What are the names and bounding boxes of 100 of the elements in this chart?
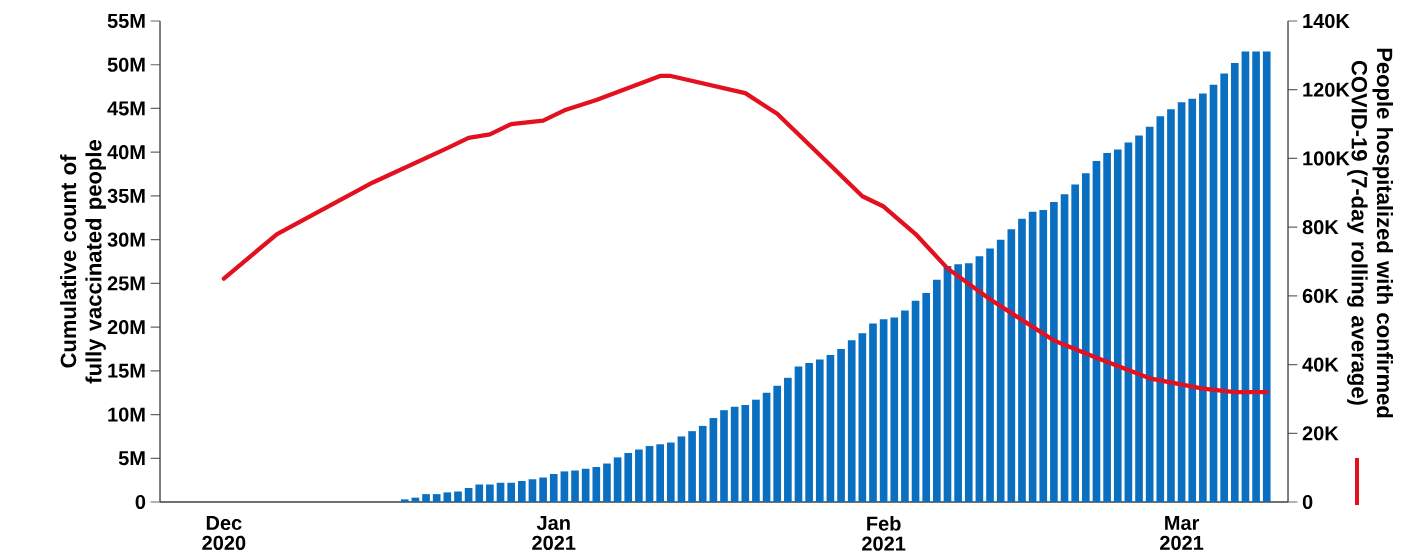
bar <box>507 482 516 502</box>
bar <box>422 494 430 502</box>
bar <box>1124 142 1133 502</box>
bar <box>592 467 601 502</box>
y-axis-title: Cumulative count of fully vaccinated people <box>60 140 106 384</box>
bar <box>784 377 792 502</box>
bar <box>560 471 569 502</box>
y2-tick-label: 60K <box>1302 288 1339 303</box>
bar <box>666 442 675 502</box>
bar <box>805 362 813 502</box>
x-tick-label: Feb 2021 <box>862 516 906 551</box>
bar <box>645 446 654 502</box>
bar <box>496 482 505 502</box>
bar <box>1060 194 1069 502</box>
bar <box>1103 153 1111 502</box>
bar <box>549 474 558 502</box>
bar <box>624 453 633 502</box>
y-tick-label: 45M <box>107 101 145 116</box>
bar <box>1113 149 1122 502</box>
bar <box>879 319 888 502</box>
y-tick-label: 30M <box>107 232 145 247</box>
bar <box>752 399 760 502</box>
y-tick-label: 55M <box>107 14 145 28</box>
bar <box>1230 62 1239 502</box>
y-tick-label: 50M <box>107 57 145 72</box>
bar <box>762 392 771 502</box>
y-tick-label: 25M <box>107 276 145 291</box>
bar <box>1028 211 1037 502</box>
bar <box>815 359 824 502</box>
bar <box>1050 202 1058 502</box>
bar <box>528 479 537 502</box>
bar <box>475 484 484 502</box>
bar <box>1188 98 1197 502</box>
bar <box>1199 93 1207 502</box>
y-tick-label: 5M <box>118 451 145 466</box>
bar <box>1145 126 1154 502</box>
bar <box>826 355 835 502</box>
y2-tick-label: 100K <box>1303 151 1350 166</box>
y-tick-label: 0 <box>135 494 146 510</box>
bar <box>581 468 590 502</box>
bar <box>432 494 441 502</box>
bar <box>464 488 473 502</box>
bar <box>869 323 877 502</box>
bar <box>635 449 643 502</box>
bar <box>975 256 984 502</box>
bar <box>1241 51 1250 502</box>
bar <box>539 477 547 502</box>
bar <box>1220 73 1228 502</box>
bar <box>943 265 952 502</box>
bar <box>730 406 739 502</box>
bar <box>613 457 622 502</box>
bar <box>571 470 579 502</box>
bar <box>1092 160 1101 502</box>
x-tick-label: Jan 2021 <box>532 516 576 550</box>
bar <box>901 310 909 502</box>
bar <box>1262 51 1271 502</box>
bar <box>922 292 931 502</box>
y2-tick-label: 80K <box>1302 220 1339 235</box>
y-tick-label: 10M <box>108 407 145 422</box>
bar <box>1081 173 1090 502</box>
bar <box>1135 135 1143 502</box>
bar <box>720 410 728 502</box>
bar <box>1252 51 1260 502</box>
bar <box>933 279 941 502</box>
bar <box>1167 109 1175 502</box>
bar <box>847 340 856 502</box>
bar <box>837 348 845 502</box>
y-tick-label: 35M <box>107 188 145 204</box>
x-tick-label: Mar 2021 <box>1160 516 1204 550</box>
bar <box>741 404 750 502</box>
bar <box>443 492 452 502</box>
bar <box>1039 209 1048 502</box>
bar <box>1209 84 1218 502</box>
bar <box>911 300 920 502</box>
y2-tick-label: 20K <box>1302 426 1339 441</box>
bar <box>656 444 664 502</box>
bar <box>1177 102 1186 502</box>
bar <box>954 264 962 502</box>
bar <box>400 499 409 502</box>
bar <box>486 484 494 502</box>
bar <box>709 418 718 502</box>
bar <box>996 239 1005 502</box>
y-tick-label: 20M <box>107 320 145 335</box>
bar <box>794 366 803 502</box>
bar <box>688 431 696 502</box>
bar <box>677 436 686 502</box>
bar <box>603 463 611 502</box>
bar <box>773 385 782 502</box>
y2-tick-label: 40K <box>1302 357 1339 372</box>
y2-tick-label: 140K <box>1303 13 1350 29</box>
bar <box>890 317 899 502</box>
bar <box>964 263 973 502</box>
y2-tick-label: 0 <box>1302 494 1313 510</box>
x-tick-label: Dec 2020 <box>202 516 246 550</box>
bar <box>1007 229 1016 502</box>
bar <box>698 425 707 502</box>
y-tick-label: 40M <box>107 145 145 160</box>
bar <box>1071 184 1080 502</box>
bar <box>517 481 526 502</box>
bar <box>454 491 462 502</box>
